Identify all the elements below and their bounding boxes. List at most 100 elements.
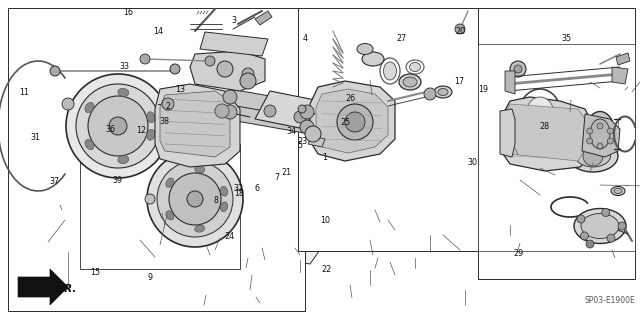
Polygon shape: [505, 104, 585, 161]
Polygon shape: [255, 91, 320, 129]
Text: SP03-E1900E: SP03-E1900E: [584, 296, 635, 305]
Text: 11: 11: [19, 88, 29, 97]
Polygon shape: [255, 11, 272, 25]
Circle shape: [597, 143, 603, 149]
Circle shape: [552, 133, 568, 149]
Polygon shape: [503, 97, 590, 171]
Polygon shape: [225, 89, 315, 119]
Polygon shape: [55, 99, 395, 264]
Text: 10: 10: [320, 216, 330, 225]
Polygon shape: [190, 51, 265, 91]
Circle shape: [145, 194, 155, 204]
Circle shape: [147, 151, 243, 247]
Ellipse shape: [166, 211, 174, 220]
Circle shape: [294, 111, 306, 123]
Ellipse shape: [410, 63, 420, 71]
Text: 1: 1: [323, 153, 328, 162]
Polygon shape: [160, 91, 230, 157]
Text: 24: 24: [224, 232, 234, 241]
Text: 35: 35: [561, 34, 572, 43]
Circle shape: [587, 128, 593, 134]
Polygon shape: [500, 109, 515, 157]
Text: 7: 7: [274, 173, 279, 182]
Circle shape: [577, 215, 585, 223]
Circle shape: [607, 128, 613, 134]
Circle shape: [597, 123, 603, 129]
Polygon shape: [612, 67, 628, 84]
Circle shape: [170, 64, 180, 74]
Circle shape: [300, 105, 314, 119]
Text: FR.: FR.: [58, 284, 77, 294]
Text: 33: 33: [120, 63, 130, 71]
Circle shape: [618, 222, 626, 230]
Circle shape: [205, 56, 215, 66]
Circle shape: [424, 88, 436, 100]
Text: 26: 26: [346, 94, 356, 103]
Circle shape: [50, 66, 60, 76]
Text: 8: 8: [214, 197, 219, 205]
Ellipse shape: [526, 97, 554, 131]
Circle shape: [545, 130, 553, 138]
Circle shape: [572, 137, 580, 145]
Circle shape: [169, 173, 221, 225]
Ellipse shape: [585, 112, 615, 157]
Circle shape: [556, 127, 564, 135]
Ellipse shape: [220, 186, 228, 196]
Circle shape: [514, 65, 522, 73]
Circle shape: [157, 161, 233, 237]
Ellipse shape: [614, 189, 622, 194]
Ellipse shape: [166, 178, 174, 187]
Text: 4: 4: [303, 34, 308, 43]
Polygon shape: [80, 144, 240, 269]
Ellipse shape: [575, 145, 611, 167]
Ellipse shape: [118, 88, 129, 96]
Circle shape: [140, 54, 150, 64]
Circle shape: [556, 147, 564, 155]
Circle shape: [298, 105, 306, 113]
Circle shape: [240, 73, 256, 89]
Circle shape: [455, 24, 465, 34]
Text: 37: 37: [49, 177, 60, 186]
Text: 3: 3: [231, 16, 236, 25]
Polygon shape: [8, 8, 305, 311]
Circle shape: [109, 117, 127, 135]
Text: 25: 25: [340, 118, 351, 127]
Ellipse shape: [85, 102, 94, 113]
Ellipse shape: [581, 213, 619, 239]
Polygon shape: [155, 84, 240, 167]
Text: 15: 15: [90, 268, 100, 277]
Text: 31: 31: [30, 133, 40, 142]
Polygon shape: [310, 81, 395, 161]
Text: 13: 13: [175, 85, 186, 94]
Polygon shape: [582, 114, 620, 157]
Ellipse shape: [195, 166, 205, 173]
Circle shape: [242, 68, 254, 80]
Text: 19: 19: [478, 85, 488, 94]
Ellipse shape: [383, 62, 397, 80]
Ellipse shape: [380, 58, 400, 84]
Polygon shape: [18, 269, 68, 305]
Ellipse shape: [147, 112, 155, 122]
Polygon shape: [225, 104, 315, 134]
Circle shape: [587, 138, 593, 144]
Ellipse shape: [357, 43, 373, 55]
Circle shape: [76, 84, 160, 168]
Text: 22: 22: [321, 265, 332, 274]
Circle shape: [300, 120, 314, 134]
Ellipse shape: [147, 130, 155, 140]
Ellipse shape: [85, 139, 94, 150]
Ellipse shape: [434, 86, 452, 98]
Circle shape: [540, 137, 548, 145]
Ellipse shape: [590, 119, 610, 149]
Polygon shape: [200, 32, 268, 56]
Circle shape: [567, 144, 575, 152]
Text: 21: 21: [282, 168, 292, 177]
Text: 34: 34: [286, 127, 296, 136]
Polygon shape: [308, 136, 325, 147]
Text: 32: 32: [233, 184, 243, 193]
Ellipse shape: [362, 52, 384, 66]
Ellipse shape: [118, 156, 129, 164]
Polygon shape: [616, 53, 630, 65]
Polygon shape: [478, 8, 635, 279]
Circle shape: [345, 112, 365, 132]
